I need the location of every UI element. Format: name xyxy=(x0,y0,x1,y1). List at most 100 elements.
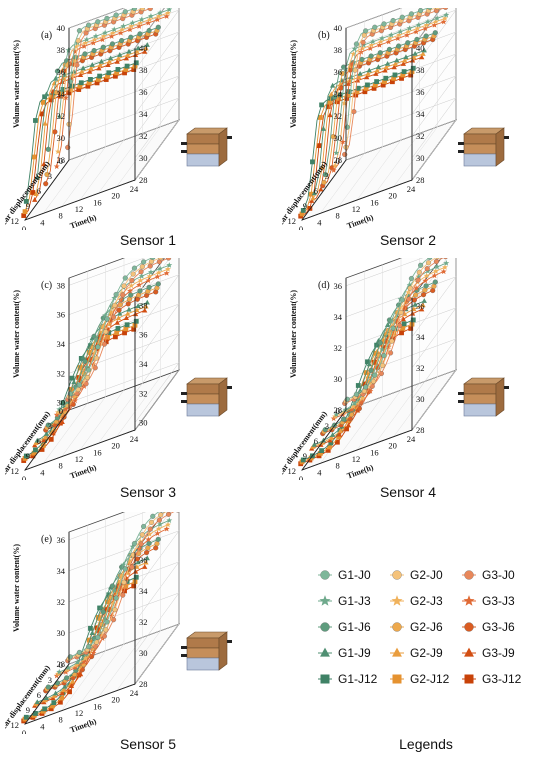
z-tick-label-right: 28 xyxy=(139,175,148,185)
data-point xyxy=(82,358,88,364)
data-point xyxy=(131,265,137,271)
y-tick-label: 12 xyxy=(352,204,361,214)
data-point xyxy=(372,24,378,30)
data-point xyxy=(349,60,356,67)
y-tick-label: 8 xyxy=(59,715,63,725)
data-point xyxy=(394,57,400,63)
y-tick-label: 0 xyxy=(299,474,303,480)
data-point xyxy=(146,540,152,546)
data-point xyxy=(351,109,357,115)
shear-axis xyxy=(24,159,70,221)
legend-item: G3-J9 xyxy=(462,646,515,660)
y-tick-label: 24 xyxy=(130,184,139,194)
data-point xyxy=(433,259,439,265)
data-point xyxy=(114,58,120,64)
legend-item: G1-J6 xyxy=(318,620,371,634)
data-point xyxy=(427,258,433,260)
z-tick-label-right: 28 xyxy=(416,175,425,185)
x-tick-label: 0 xyxy=(59,156,63,166)
data-point xyxy=(357,70,363,76)
legend-item: G2-J3 xyxy=(390,594,443,608)
data-point xyxy=(132,311,139,317)
data-point xyxy=(133,60,139,66)
data-point xyxy=(365,82,370,88)
data-point xyxy=(166,512,172,517)
data-point xyxy=(381,21,387,27)
data-point xyxy=(119,38,125,44)
data-point xyxy=(442,15,448,21)
data-point xyxy=(400,316,407,322)
data-point xyxy=(346,408,352,414)
legend-marker-icon xyxy=(318,674,332,684)
y-tick-label: 16 xyxy=(93,197,102,207)
data-point xyxy=(166,258,172,261)
z-tick-label-right: 28 xyxy=(139,679,148,689)
z-tick-label: 28 xyxy=(57,659,66,669)
data-point xyxy=(353,391,359,397)
legend-marker xyxy=(392,674,402,684)
data-point xyxy=(368,367,374,373)
data-point xyxy=(409,57,416,63)
data-point xyxy=(128,282,135,289)
data-point xyxy=(415,273,422,280)
legend-marker-icon xyxy=(462,647,476,657)
data-point xyxy=(432,18,439,25)
z-tick-label: 30 xyxy=(57,398,66,408)
data-point xyxy=(424,266,430,272)
data-point xyxy=(117,585,124,592)
data-point xyxy=(389,79,395,85)
data-point xyxy=(95,344,101,350)
data-point xyxy=(422,277,429,284)
data-point xyxy=(100,609,106,615)
data-point xyxy=(147,8,153,12)
data-point xyxy=(336,431,342,437)
legend-item: G2-J0 xyxy=(390,568,443,582)
data-point xyxy=(354,89,360,95)
soil-box-icon xyxy=(181,377,232,417)
data-point xyxy=(62,406,69,412)
data-point xyxy=(76,382,82,388)
data-point xyxy=(113,291,119,298)
data-point xyxy=(138,541,144,547)
legend-item: G2-J12 xyxy=(390,672,449,686)
data-point xyxy=(339,138,346,145)
data-point xyxy=(127,287,134,294)
data-point xyxy=(354,77,361,83)
data-point xyxy=(415,277,421,283)
data-point xyxy=(133,574,139,580)
data-point xyxy=(77,72,84,78)
data-point xyxy=(443,258,448,260)
data-point xyxy=(85,83,91,89)
data-point xyxy=(67,689,72,695)
data-point xyxy=(113,595,119,601)
panel-label: (e) xyxy=(41,534,52,545)
z-tick-label: 28 xyxy=(57,155,66,165)
data-point xyxy=(144,42,150,47)
data-point xyxy=(103,607,109,612)
data-point xyxy=(51,693,57,698)
data-point xyxy=(310,159,315,165)
y-tick-label: 20 xyxy=(111,441,120,451)
data-point xyxy=(89,62,95,67)
chart-sensor-3-svg: 3030323234343636383803691204812162024Vol… xyxy=(5,258,232,480)
legend-marker xyxy=(464,622,474,632)
data-point xyxy=(48,706,54,712)
data-point xyxy=(43,91,50,97)
data-point xyxy=(56,113,63,120)
data-point xyxy=(346,89,352,94)
legend-item: G3-J3 xyxy=(462,594,515,608)
data-point xyxy=(137,288,143,294)
data-point xyxy=(419,306,425,312)
data-point xyxy=(396,31,403,38)
data-point xyxy=(141,523,147,530)
data-point xyxy=(101,341,107,347)
data-point xyxy=(156,517,162,523)
time-gridline xyxy=(134,369,180,431)
data-point xyxy=(320,126,327,131)
data-point xyxy=(165,266,171,272)
data-point xyxy=(382,79,387,85)
data-point xyxy=(57,699,63,705)
z-tick-label-right: 32 xyxy=(139,131,148,141)
data-point xyxy=(398,309,404,316)
data-point xyxy=(131,67,137,72)
